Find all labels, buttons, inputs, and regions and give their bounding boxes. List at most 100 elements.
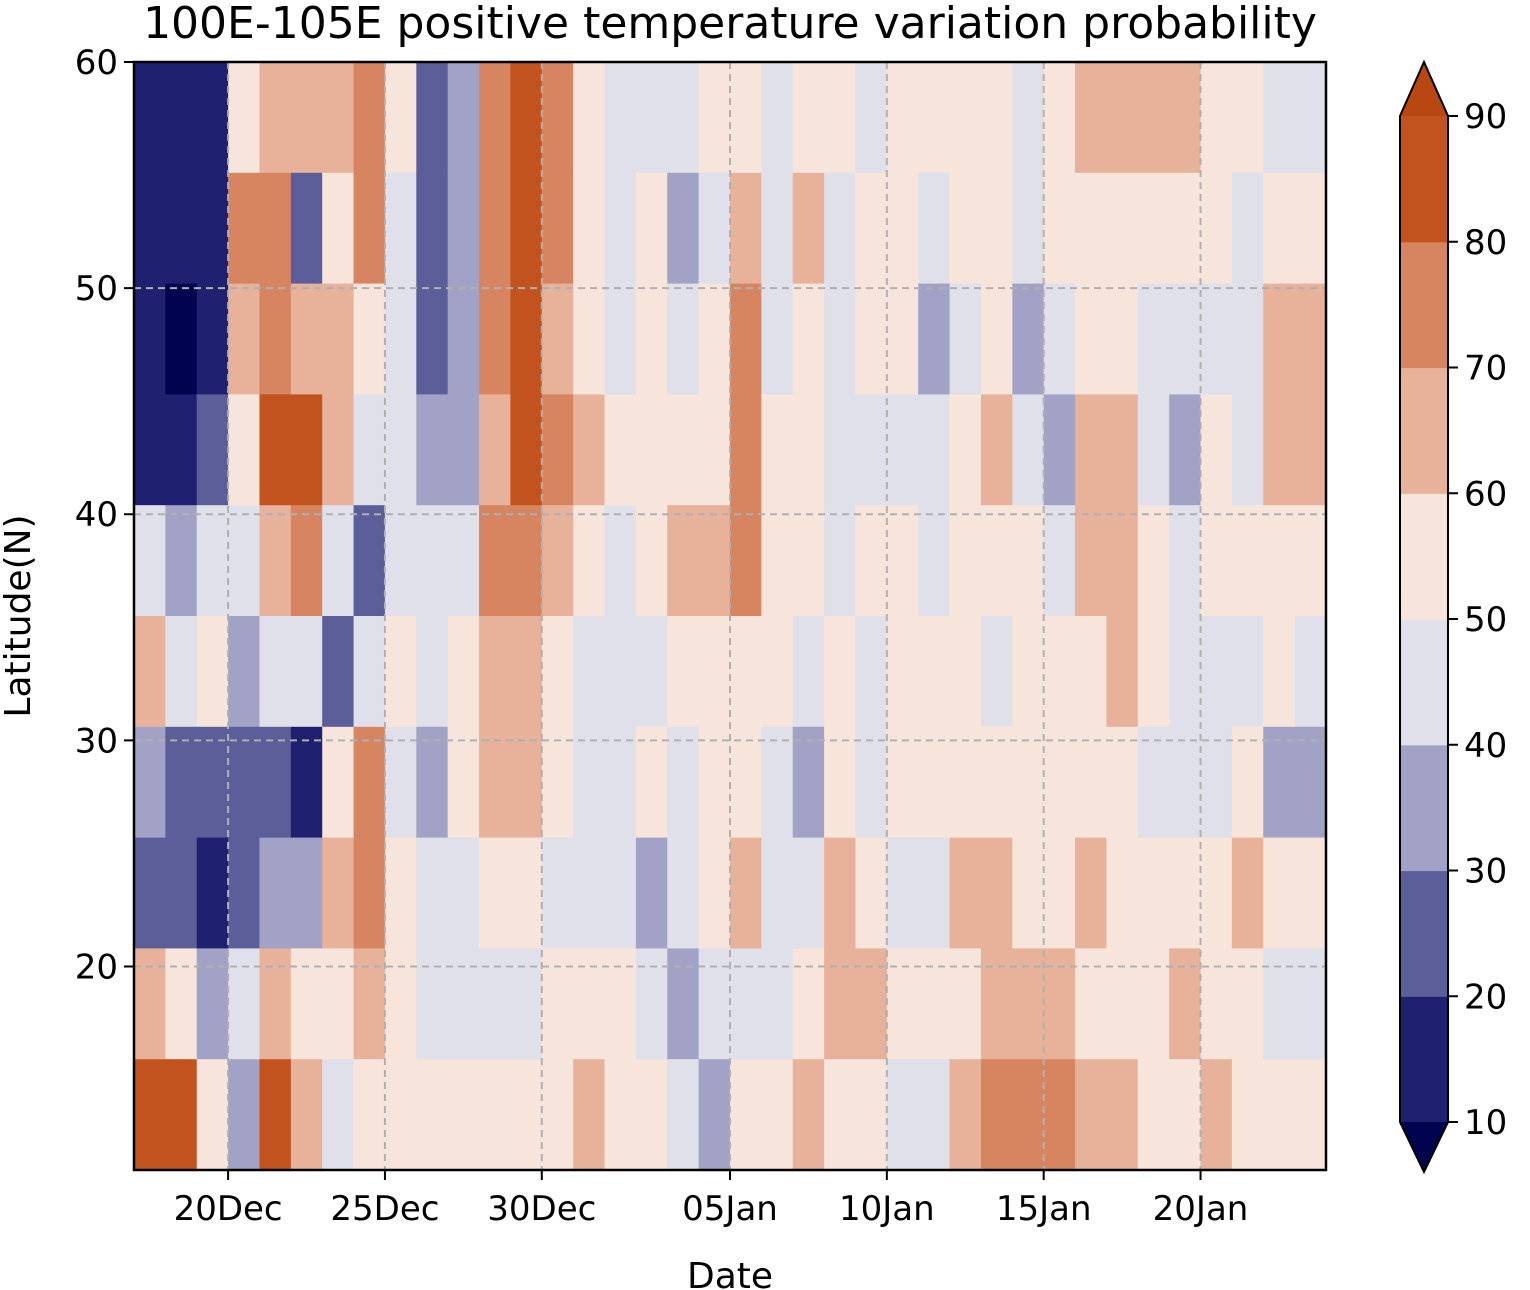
contour-cell xyxy=(1075,172,1108,285)
contour-cell xyxy=(1231,948,1264,1060)
contour-cell xyxy=(886,283,919,395)
contour-cell xyxy=(886,505,919,617)
contour-cell xyxy=(416,837,449,949)
contour-cell xyxy=(1294,172,1327,285)
contour-cell xyxy=(134,394,166,506)
colorbar-band xyxy=(1400,619,1448,746)
contour-cell xyxy=(792,394,825,506)
contour-cell xyxy=(886,726,919,839)
contour-cell xyxy=(134,62,166,174)
contour-cell xyxy=(384,837,417,949)
contour-cell xyxy=(761,837,794,949)
contour-cell xyxy=(949,394,982,506)
contour-cell xyxy=(384,172,417,285)
contour-cell xyxy=(604,616,637,728)
y-axis-label: Latitude(N) xyxy=(0,514,39,717)
contour-cell xyxy=(1169,616,1202,728)
colorbar-band xyxy=(1400,744,1448,872)
contour-cell xyxy=(824,1059,857,1171)
contour-cell xyxy=(761,172,794,285)
contour-cell xyxy=(259,837,292,949)
contour-cell xyxy=(573,948,606,1060)
contour-cell xyxy=(259,283,292,395)
contour-cell xyxy=(855,505,888,617)
contour-cell xyxy=(1263,283,1296,395)
contour-cell xyxy=(228,616,261,728)
contour-cell xyxy=(259,394,292,506)
contour-cell xyxy=(228,283,261,395)
x-tick-label: 20Dec xyxy=(174,1189,283,1229)
contour-cell xyxy=(918,505,951,617)
contour-cell xyxy=(353,837,386,949)
contour-cell xyxy=(980,948,1013,1060)
contour-cell xyxy=(1263,394,1296,506)
contour-cell xyxy=(886,837,919,949)
contour-cell xyxy=(698,62,731,174)
contour-cell xyxy=(635,283,668,395)
contour-cell xyxy=(730,948,762,1060)
contour-cell xyxy=(1263,1059,1296,1171)
colorbar-band xyxy=(1400,116,1448,243)
contour-cell xyxy=(1263,172,1296,285)
contour-cell xyxy=(1200,62,1233,174)
contour-cell xyxy=(1231,172,1264,285)
contour-cell xyxy=(510,394,543,506)
contour-cell xyxy=(792,172,825,285)
contour-cell xyxy=(761,394,794,506)
contour-cell xyxy=(949,837,982,949)
contour-cell xyxy=(384,505,417,617)
contour-cell xyxy=(761,1059,794,1171)
x-tick-label: 10Jan xyxy=(839,1189,935,1229)
contour-cell xyxy=(322,172,355,285)
contour-cell xyxy=(134,172,166,285)
contour-cell xyxy=(322,394,355,506)
contour-cell xyxy=(918,616,951,728)
contour-cell xyxy=(322,616,355,728)
contour-cell xyxy=(949,505,982,617)
contour-cell xyxy=(479,172,512,285)
contour-cell xyxy=(761,616,794,728)
contour-cell xyxy=(165,172,198,285)
contour-cell xyxy=(1106,172,1139,285)
contour-cell xyxy=(698,837,731,949)
contour-cell xyxy=(1137,837,1170,949)
contour-cell xyxy=(730,1059,762,1171)
contour-cell xyxy=(1137,616,1170,728)
contour-cell xyxy=(353,283,386,395)
contour-cell xyxy=(918,283,951,395)
contour-cell xyxy=(1169,948,1202,1060)
contour-cell xyxy=(290,505,323,617)
contour-cell xyxy=(855,948,888,1060)
contour-cell xyxy=(416,283,449,395)
contour-cell xyxy=(259,616,292,728)
contour-cell xyxy=(1231,283,1264,395)
contour-cell xyxy=(290,726,323,839)
colorbar-tick-label: 70 xyxy=(1464,349,1507,389)
contour-cell xyxy=(1137,948,1170,1060)
contour-cell xyxy=(322,726,355,839)
contour-cell xyxy=(886,948,919,1060)
contour-cell xyxy=(165,948,198,1060)
contour-cell xyxy=(384,394,417,506)
contour-cell xyxy=(353,1059,386,1171)
contour-cell xyxy=(322,283,355,395)
contour-cell xyxy=(1231,394,1264,506)
contour-cell xyxy=(980,505,1013,617)
contour-cell xyxy=(573,62,606,174)
contour-cell xyxy=(1200,172,1233,285)
contour-cell xyxy=(1200,283,1233,395)
contour-cell xyxy=(730,505,762,617)
contour-cell xyxy=(1012,1059,1045,1171)
contour-cell xyxy=(290,172,323,285)
contour-cell xyxy=(479,1059,512,1171)
contour-cell xyxy=(1263,726,1296,839)
contour-cell xyxy=(918,948,951,1060)
contour-cell xyxy=(416,1059,449,1171)
contour-cell xyxy=(165,394,198,506)
contour-cell xyxy=(667,726,700,839)
contour-cell xyxy=(949,948,982,1060)
contour-cell xyxy=(761,283,794,395)
contour-cell xyxy=(541,726,574,839)
contour-cell xyxy=(384,283,417,395)
